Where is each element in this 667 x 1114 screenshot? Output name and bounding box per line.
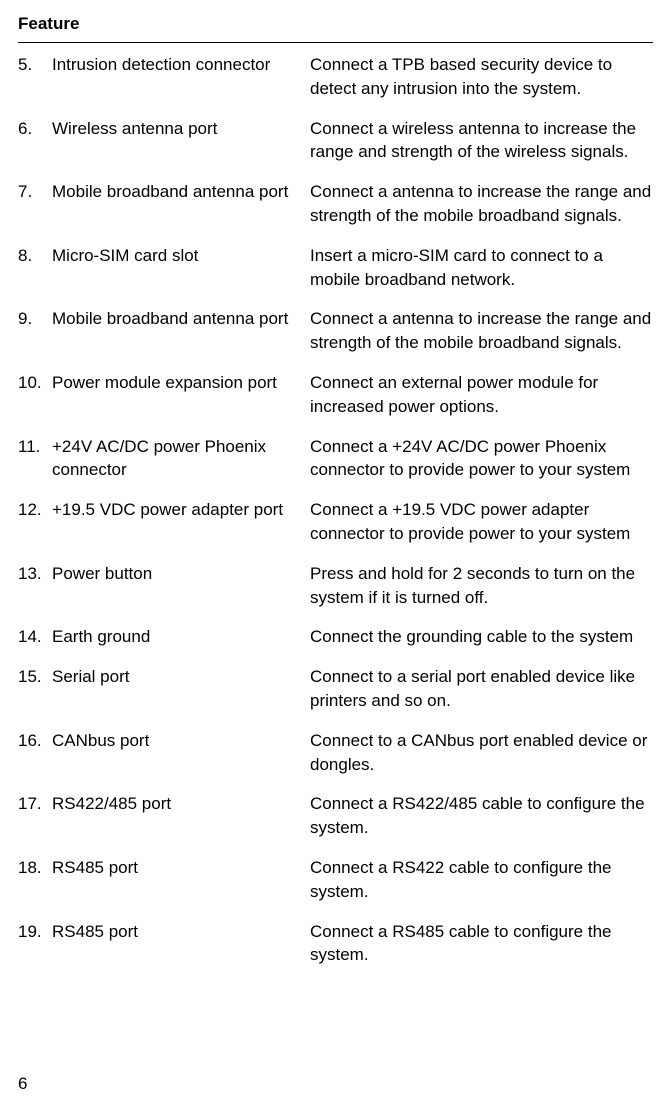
feature-description: Connect to a CANbus port enabled device … [310, 729, 653, 777]
feature-name: +24V AC/DC power Phoenix connector [52, 435, 310, 483]
table-row: 5.Intrusion detection connectorConnect a… [18, 53, 653, 101]
feature-description: Insert a micro-SIM card to connect to a … [310, 244, 653, 292]
table-row: 10.Power module expansion portConnect an… [18, 371, 653, 419]
feature-number: 19. [18, 920, 52, 944]
feature-number: 9. [18, 307, 52, 331]
feature-number: 6. [18, 117, 52, 141]
table-row: 19.RS485 portConnect a RS485 cable to co… [18, 920, 653, 968]
feature-description: Press and hold for 2 seconds to turn on … [310, 562, 653, 610]
feature-number: 10. [18, 371, 52, 395]
feature-name: Micro-SIM card slot [52, 244, 310, 268]
table-row: 8.Micro-SIM card slotInsert a micro-SIM … [18, 244, 653, 292]
feature-description: Connect a RS422/485 cable to configure t… [310, 792, 653, 840]
feature-number: 5. [18, 53, 52, 77]
feature-description: Connect a +19.5 VDC power adapter connec… [310, 498, 653, 546]
table-row: 15.Serial portConnect to a serial port e… [18, 665, 653, 713]
feature-number: 15. [18, 665, 52, 689]
table-row: 13.Power buttonPress and hold for 2 seco… [18, 562, 653, 610]
feature-number: 18. [18, 856, 52, 880]
feature-number: 7. [18, 180, 52, 204]
feature-name: Intrusion detection connector [52, 53, 310, 77]
feature-description: Connect the grounding cable to the syste… [310, 625, 653, 649]
feature-description: Connect a wireless antenna to increase t… [310, 117, 653, 165]
feature-name: Power button [52, 562, 310, 586]
feature-name: +19.5 VDC power adapter port [52, 498, 310, 522]
table-row: 17.RS422/485 portConnect a RS422/485 cab… [18, 792, 653, 840]
feature-number: 14. [18, 625, 52, 649]
feature-description: Connect a antenna to increase the range … [310, 307, 653, 355]
feature-name: Wireless antenna port [52, 117, 310, 141]
feature-number: 8. [18, 244, 52, 268]
feature-name: Serial port [52, 665, 310, 689]
page-number: 6 [18, 1074, 27, 1094]
feature-name: RS485 port [52, 920, 310, 944]
feature-number: 17. [18, 792, 52, 816]
table-row: 7.Mobile broadband antenna portConnect a… [18, 180, 653, 228]
table-header: Feature [18, 14, 653, 43]
feature-name: Power module expansion port [52, 371, 310, 395]
table-row: 18.RS485 portConnect a RS422 cable to co… [18, 856, 653, 904]
feature-name: Earth ground [52, 625, 310, 649]
table-row: 16.CANbus portConnect to a CANbus port e… [18, 729, 653, 777]
table-row: 11.+24V AC/DC power Phoenix connectorCon… [18, 435, 653, 483]
feature-description: Connect a RS485 cable to configure the s… [310, 920, 653, 968]
table-row: 14.Earth groundConnect the grounding cab… [18, 625, 653, 649]
feature-name: Mobile broadband antenna port [52, 307, 310, 331]
table-row: 12.+19.5 VDC power adapter portConnect a… [18, 498, 653, 546]
feature-name: Mobile broadband antenna port [52, 180, 310, 204]
feature-number: 11. [18, 435, 52, 459]
feature-description: Connect to a serial port enabled device … [310, 665, 653, 713]
feature-description: Connect a RS422 cable to configure the s… [310, 856, 653, 904]
feature-description: Connect a TPB based security device to d… [310, 53, 653, 101]
feature-number: 16. [18, 729, 52, 753]
feature-name: RS485 port [52, 856, 310, 880]
feature-name: CANbus port [52, 729, 310, 753]
table-row: 9.Mobile broadband antenna portConnect a… [18, 307, 653, 355]
feature-description: Connect a antenna to increase the range … [310, 180, 653, 228]
feature-number: 12. [18, 498, 52, 522]
table-row: 6.Wireless antenna portConnect a wireles… [18, 117, 653, 165]
feature-description: Connect a +24V AC/DC power Phoenix conne… [310, 435, 653, 483]
feature-table: 5.Intrusion detection connectorConnect a… [18, 53, 653, 967]
feature-number: 13. [18, 562, 52, 586]
feature-description: Connect an external power module for inc… [310, 371, 653, 419]
feature-name: RS422/485 port [52, 792, 310, 816]
